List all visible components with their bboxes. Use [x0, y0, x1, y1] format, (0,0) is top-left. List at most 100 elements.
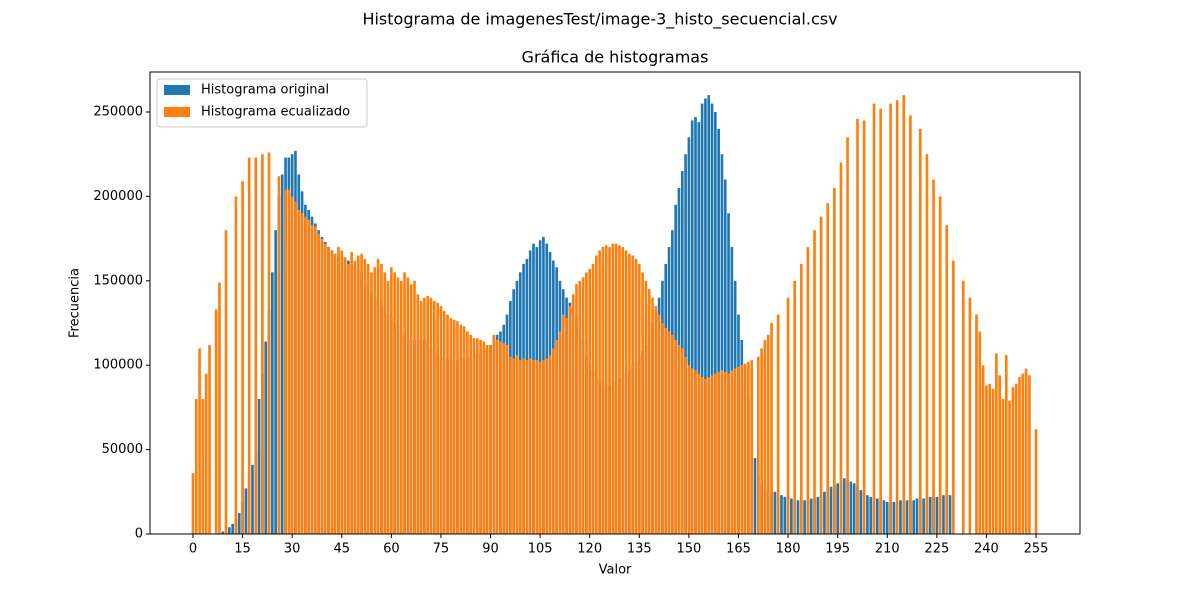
bar	[760, 348, 763, 534]
bar	[733, 368, 737, 534]
bar	[313, 226, 317, 534]
bar	[399, 280, 403, 534]
bar	[532, 360, 535, 534]
bar	[727, 373, 730, 534]
bar	[981, 365, 985, 534]
bar	[922, 498, 925, 534]
bar	[591, 263, 595, 534]
bar	[902, 95, 906, 535]
bar	[271, 272, 274, 534]
bar	[747, 361, 750, 534]
bar	[872, 103, 876, 534]
bar	[816, 496, 820, 534]
x-tick-label: 105	[528, 542, 553, 557]
x-tick-label: 240	[974, 542, 999, 557]
bar	[284, 189, 287, 535]
bar	[241, 181, 244, 534]
bar	[350, 252, 353, 534]
bar	[297, 209, 301, 534]
bar	[842, 478, 846, 534]
bar	[561, 314, 565, 534]
x-tick-label: 165	[726, 542, 751, 557]
bar	[257, 398, 261, 534]
bar	[985, 385, 988, 534]
bar	[876, 498, 879, 534]
bar	[393, 272, 396, 534]
bar	[885, 501, 889, 534]
bar	[710, 375, 714, 534]
bar	[684, 154, 687, 535]
bar	[661, 323, 664, 534]
bar	[459, 324, 463, 534]
bar	[796, 500, 800, 534]
bar	[330, 250, 334, 534]
bar	[244, 488, 248, 534]
bar	[601, 247, 605, 535]
bar	[975, 314, 978, 534]
bar	[300, 213, 304, 535]
bar	[198, 348, 201, 534]
bar	[545, 358, 549, 534]
bar	[783, 496, 787, 534]
x-tick-label: 30	[284, 542, 301, 557]
bar	[621, 247, 625, 535]
bar	[611, 243, 615, 534]
bar	[472, 338, 476, 534]
bar	[852, 483, 856, 534]
y-axis-label: Frecuencia	[68, 268, 83, 338]
bar	[277, 176, 281, 535]
bar	[287, 189, 291, 535]
bar	[317, 233, 320, 534]
bar	[373, 267, 377, 534]
bar	[717, 128, 720, 535]
bar	[720, 154, 724, 535]
bar	[396, 277, 400, 534]
bar	[836, 483, 839, 534]
bar	[677, 344, 681, 534]
bar	[680, 348, 684, 534]
bar	[793, 280, 797, 534]
bar	[756, 356, 760, 534]
bar	[456, 321, 459, 534]
y-tick-label: 150000	[93, 273, 143, 288]
bar	[932, 179, 935, 534]
bars	[191, 95, 1038, 535]
bar	[409, 284, 413, 534]
bar	[657, 314, 661, 534]
bar	[730, 370, 734, 534]
bar	[882, 500, 886, 534]
bar	[912, 500, 916, 534]
bar	[849, 481, 853, 534]
bar	[710, 103, 714, 534]
bar	[538, 361, 542, 534]
bar	[565, 317, 568, 534]
bar	[237, 512, 241, 534]
bar	[720, 370, 724, 534]
bar	[433, 301, 436, 534]
bar	[386, 280, 390, 534]
bar	[469, 334, 473, 534]
bar	[628, 253, 631, 534]
bar	[869, 496, 873, 534]
bar	[442, 311, 446, 534]
bar	[909, 115, 912, 534]
bar	[310, 225, 314, 535]
bar	[518, 360, 522, 534]
bar	[694, 370, 697, 534]
bar	[320, 238, 324, 534]
bar	[390, 267, 393, 534]
bar	[915, 498, 919, 534]
bar	[194, 398, 198, 534]
bar	[340, 250, 344, 534]
bar	[208, 344, 211, 534]
bar	[495, 339, 499, 534]
bar	[704, 98, 707, 534]
bar	[489, 344, 492, 534]
bar	[1034, 429, 1038, 534]
y-tick-label: 250000	[93, 105, 143, 120]
bar	[690, 120, 694, 535]
bar	[426, 295, 430, 534]
bar	[419, 301, 423, 534]
bar	[634, 258, 638, 534]
bar	[803, 500, 806, 534]
